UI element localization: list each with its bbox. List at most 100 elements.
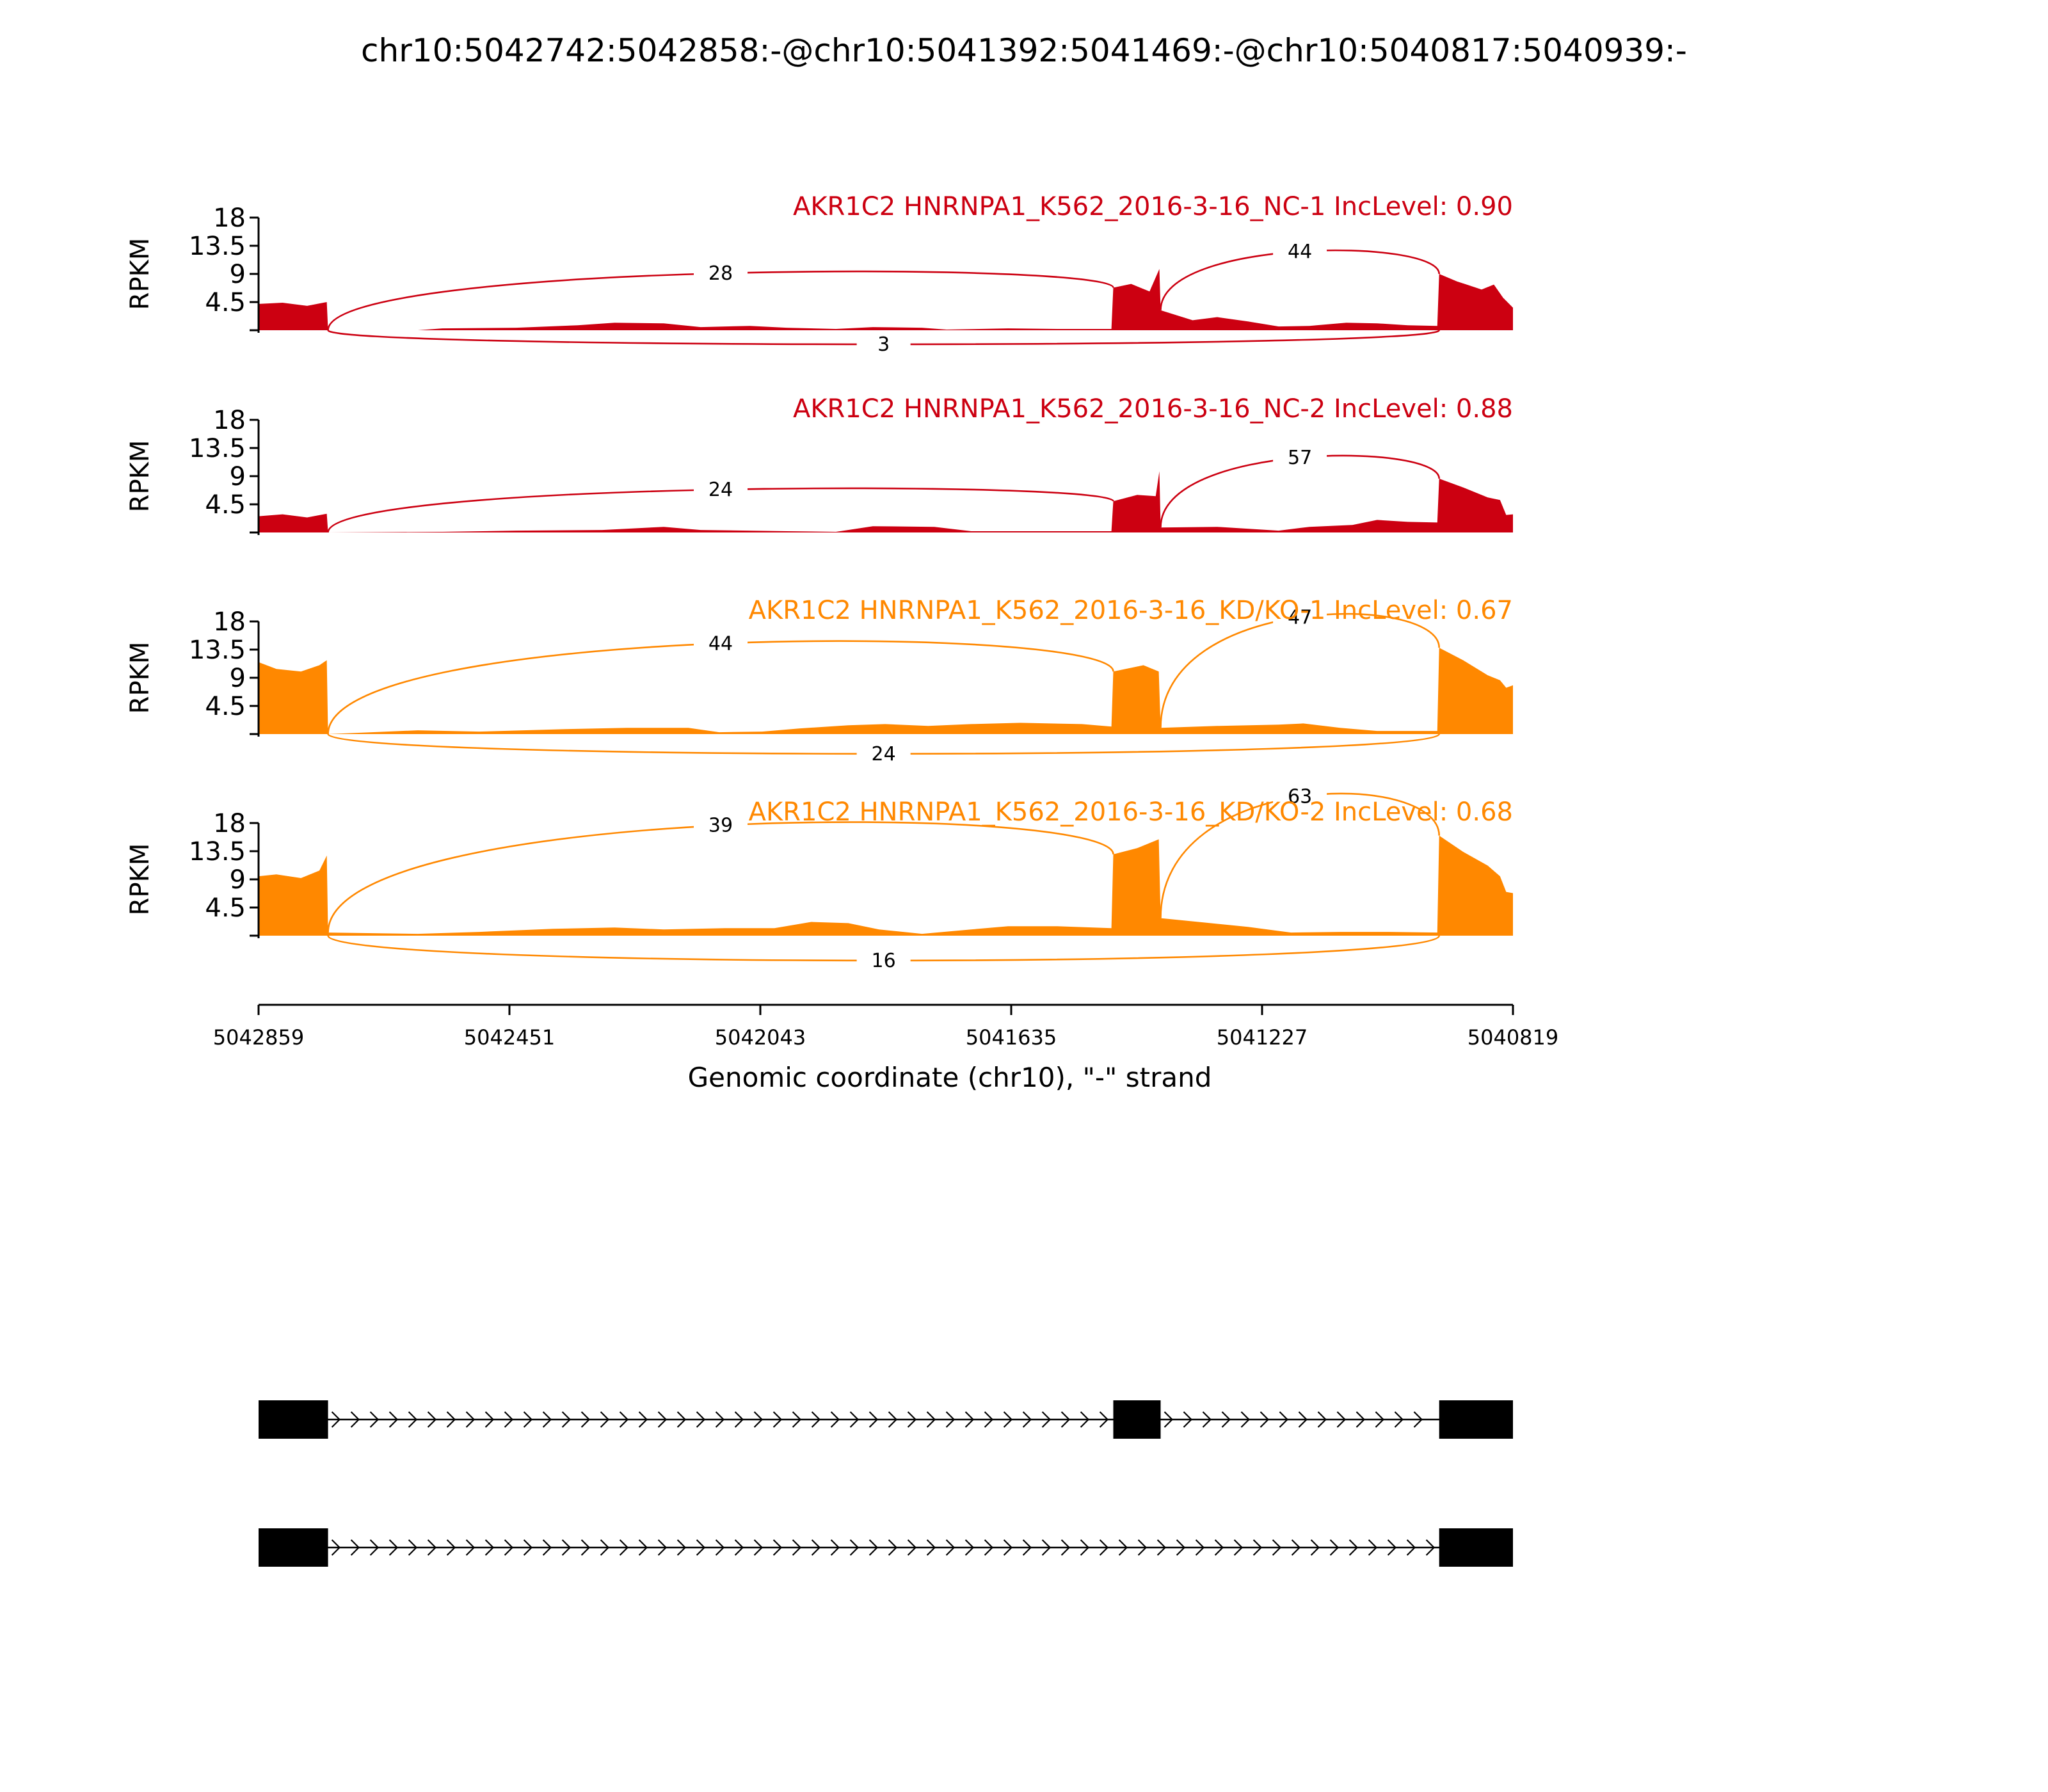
strand-arrow xyxy=(542,1411,552,1428)
y-tick-label: 18 xyxy=(213,204,246,233)
figure-title: chr10:5042742:5042858:-@chr10:5041392:50… xyxy=(361,32,1687,69)
y-tick-label: 9 xyxy=(230,462,246,492)
y-tick-label: 9 xyxy=(230,664,246,693)
x-axis-label: Genomic coordinate (chr10), "-" strand xyxy=(688,1062,1212,1093)
y-axis-label: RPKM xyxy=(125,238,155,310)
strand-arrow xyxy=(696,1411,706,1428)
y-tick-label: 13.5 xyxy=(189,636,246,665)
strand-arrow xyxy=(753,1411,764,1428)
x-tick-label: 5042043 xyxy=(715,1025,806,1050)
junction-count: 24 xyxy=(708,479,733,501)
strand-arrow xyxy=(1356,1411,1366,1428)
strand-arrow xyxy=(907,1411,917,1428)
strand-arrow xyxy=(1022,1539,1032,1556)
y-tick-label: 18 xyxy=(213,607,246,637)
coverage-area xyxy=(259,471,1513,532)
isoform-1 xyxy=(259,1400,1513,1439)
coverage-area xyxy=(259,835,1513,936)
strand-arrow xyxy=(772,1411,783,1428)
strand-arrow xyxy=(1348,1539,1359,1556)
strand-arrow xyxy=(1041,1411,1052,1428)
strand-arrow xyxy=(792,1539,802,1556)
strand-arrow xyxy=(734,1539,744,1556)
x-axis: 5042859 5042451 5042043 5041635 5041227 50408… xyxy=(213,1004,1558,1093)
strand-arrow xyxy=(907,1539,917,1556)
coverage-area xyxy=(259,648,1513,734)
strand-arrow xyxy=(369,1411,380,1428)
strand-arrow xyxy=(1252,1539,1263,1556)
y-tick-label: 13.5 xyxy=(189,232,246,261)
strand-arrow xyxy=(580,1539,591,1556)
strand-arrow xyxy=(484,1411,495,1428)
exon-block xyxy=(1113,1400,1161,1439)
strand-arrow xyxy=(1099,1539,1109,1556)
junction-label-bg xyxy=(694,630,748,657)
track-title: AKR1C2 HNRNPA1_K562_2016-3-16_KD/KO-2 In… xyxy=(749,797,1513,827)
y-tick-label: 18 xyxy=(213,406,246,435)
strand-arrow xyxy=(657,1411,668,1428)
strand-arrow xyxy=(350,1539,360,1556)
strand-arrow xyxy=(388,1411,399,1428)
strand-arrow xyxy=(1137,1539,1148,1556)
strand-arrow xyxy=(926,1411,936,1428)
exon-block xyxy=(1439,1528,1513,1567)
strand-arrow xyxy=(619,1539,629,1556)
y-tick-label: 18 xyxy=(213,809,246,838)
strand-arrow xyxy=(580,1411,591,1428)
strand-arrow xyxy=(1022,1411,1032,1428)
exon-block xyxy=(259,1400,328,1439)
junction-count: 24 xyxy=(872,743,896,765)
strand-arrow xyxy=(811,1411,821,1428)
y-tick-label: 9 xyxy=(230,260,246,289)
track-title: AKR1C2 HNRNPA1_K562_2016-3-16_NC-1 IncLe… xyxy=(793,192,1513,221)
strand-arrow xyxy=(926,1539,936,1556)
x-tick-label: 5041227 xyxy=(1217,1025,1308,1050)
strand-arrow xyxy=(1329,1539,1340,1556)
junction-arc xyxy=(327,821,1114,933)
isoform-structures xyxy=(259,1400,1513,1567)
strand-arrow xyxy=(964,1411,975,1428)
junction-label-bg xyxy=(856,332,911,357)
strand-arrow xyxy=(388,1539,399,1556)
strand-arrow xyxy=(350,1411,360,1428)
strand-arrow xyxy=(369,1539,380,1556)
strand-arrow xyxy=(1406,1539,1416,1556)
y-axis-label: RPKM xyxy=(125,844,155,916)
strand-arrow xyxy=(1003,1411,1013,1428)
strand-arrow xyxy=(1176,1539,1186,1556)
strand-arrow xyxy=(619,1411,629,1428)
strand-arrow xyxy=(1336,1411,1347,1428)
strand-arrow xyxy=(1310,1539,1320,1556)
strand-arrow xyxy=(1233,1539,1244,1556)
junction-count: 3 xyxy=(877,333,890,356)
strand-arrow xyxy=(696,1539,706,1556)
strand-arrow xyxy=(1375,1411,1385,1428)
junction-label-bg xyxy=(694,477,748,503)
junction-count: 44 xyxy=(1288,241,1312,263)
strand-arrow xyxy=(1317,1411,1327,1428)
strand-arrow xyxy=(504,1411,514,1428)
strand-arrow xyxy=(1003,1539,1013,1556)
coverage-area xyxy=(259,269,1513,330)
junction-label-bg xyxy=(694,812,748,838)
strand-arrow xyxy=(1272,1539,1282,1556)
x-tick-label: 5042451 xyxy=(464,1025,556,1050)
junction-label-bg xyxy=(856,740,911,767)
junction-label-bg xyxy=(1273,444,1327,470)
junction-count: 47 xyxy=(1288,606,1312,628)
strand-arrow xyxy=(1080,1539,1090,1556)
x-tick-label: 5041635 xyxy=(966,1025,1057,1050)
strand-arrow xyxy=(408,1539,418,1556)
strand-arrow xyxy=(792,1411,802,1428)
strand-arrow xyxy=(830,1539,840,1556)
strand-arrow xyxy=(1060,1539,1071,1556)
y-tick-label: 13.5 xyxy=(189,434,246,463)
strand-arrow xyxy=(984,1411,994,1428)
strand-arrow xyxy=(811,1539,821,1556)
strand-arrow xyxy=(1202,1411,1212,1428)
y-tick-label: 13.5 xyxy=(189,837,246,867)
